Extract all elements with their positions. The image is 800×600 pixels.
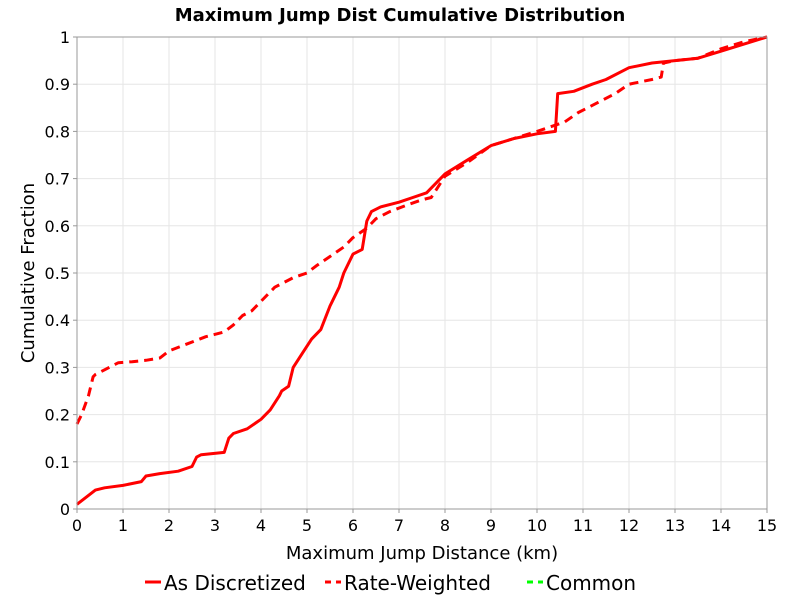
grid <box>76 36 768 510</box>
x-axis-ticks: 0 1 2 3 4 5 6 7 8 9 10 11 12 13 14 15 <box>72 509 777 535</box>
y-tick-label: 0.4 <box>45 311 70 330</box>
y-tick-label: 0.6 <box>45 217 70 236</box>
y-axis-label: Cumulative Fraction <box>18 183 39 363</box>
y-tick-label: 0.3 <box>45 358 70 377</box>
legend-label-rate-weighted: Rate-Weighted <box>344 571 491 595</box>
x-tick-label: 0 <box>72 516 82 535</box>
y-tick-label: 0.2 <box>45 406 70 425</box>
x-tick-label: 5 <box>302 516 312 535</box>
x-tick-label: 14 <box>711 516 731 535</box>
legend: As Discretized Rate-Weighted Common <box>145 571 636 595</box>
legend-label-common: Common <box>546 571 636 595</box>
x-tick-label: 3 <box>210 516 220 535</box>
y-tick-label: 0.5 <box>45 264 70 283</box>
series-line-rate-weighted <box>75 35 768 425</box>
x-axis-label: Maximum Jump Distance (km) <box>286 543 558 564</box>
y-tick-label: 0.8 <box>45 122 70 141</box>
x-tick-label: 15 <box>757 516 777 535</box>
y-axis-ticks: 0 0.1 0.2 0.3 0.4 0.5 0.6 0.7 0.8 0.9 1 <box>45 28 77 519</box>
x-tick-label: 1 <box>118 516 128 535</box>
x-tick-label: 13 <box>665 516 685 535</box>
y-tick-label: 0.9 <box>45 75 70 94</box>
legend-label-as-discretized: As Discretized <box>164 571 306 595</box>
x-tick-label: 11 <box>573 516 593 535</box>
series-layer <box>75 35 768 506</box>
x-tick-label: 2 <box>164 516 174 535</box>
x-tick-label: 8 <box>440 516 450 535</box>
chart-title: Maximum Jump Dist Cumulative Distributio… <box>175 5 626 26</box>
x-tick-label: 7 <box>394 516 404 535</box>
y-tick-label: 0 <box>60 500 70 519</box>
x-tick-label: 12 <box>619 516 639 535</box>
y-tick-label: 1 <box>60 28 70 47</box>
series-line-as-discretized <box>76 35 768 506</box>
x-tick-label: 10 <box>527 516 547 535</box>
x-tick-label: 6 <box>348 516 358 535</box>
x-tick-label: 4 <box>256 516 266 535</box>
y-tick-label: 0.7 <box>45 170 70 189</box>
y-tick-label: 0.1 <box>45 453 70 472</box>
x-tick-label: 9 <box>486 516 496 535</box>
